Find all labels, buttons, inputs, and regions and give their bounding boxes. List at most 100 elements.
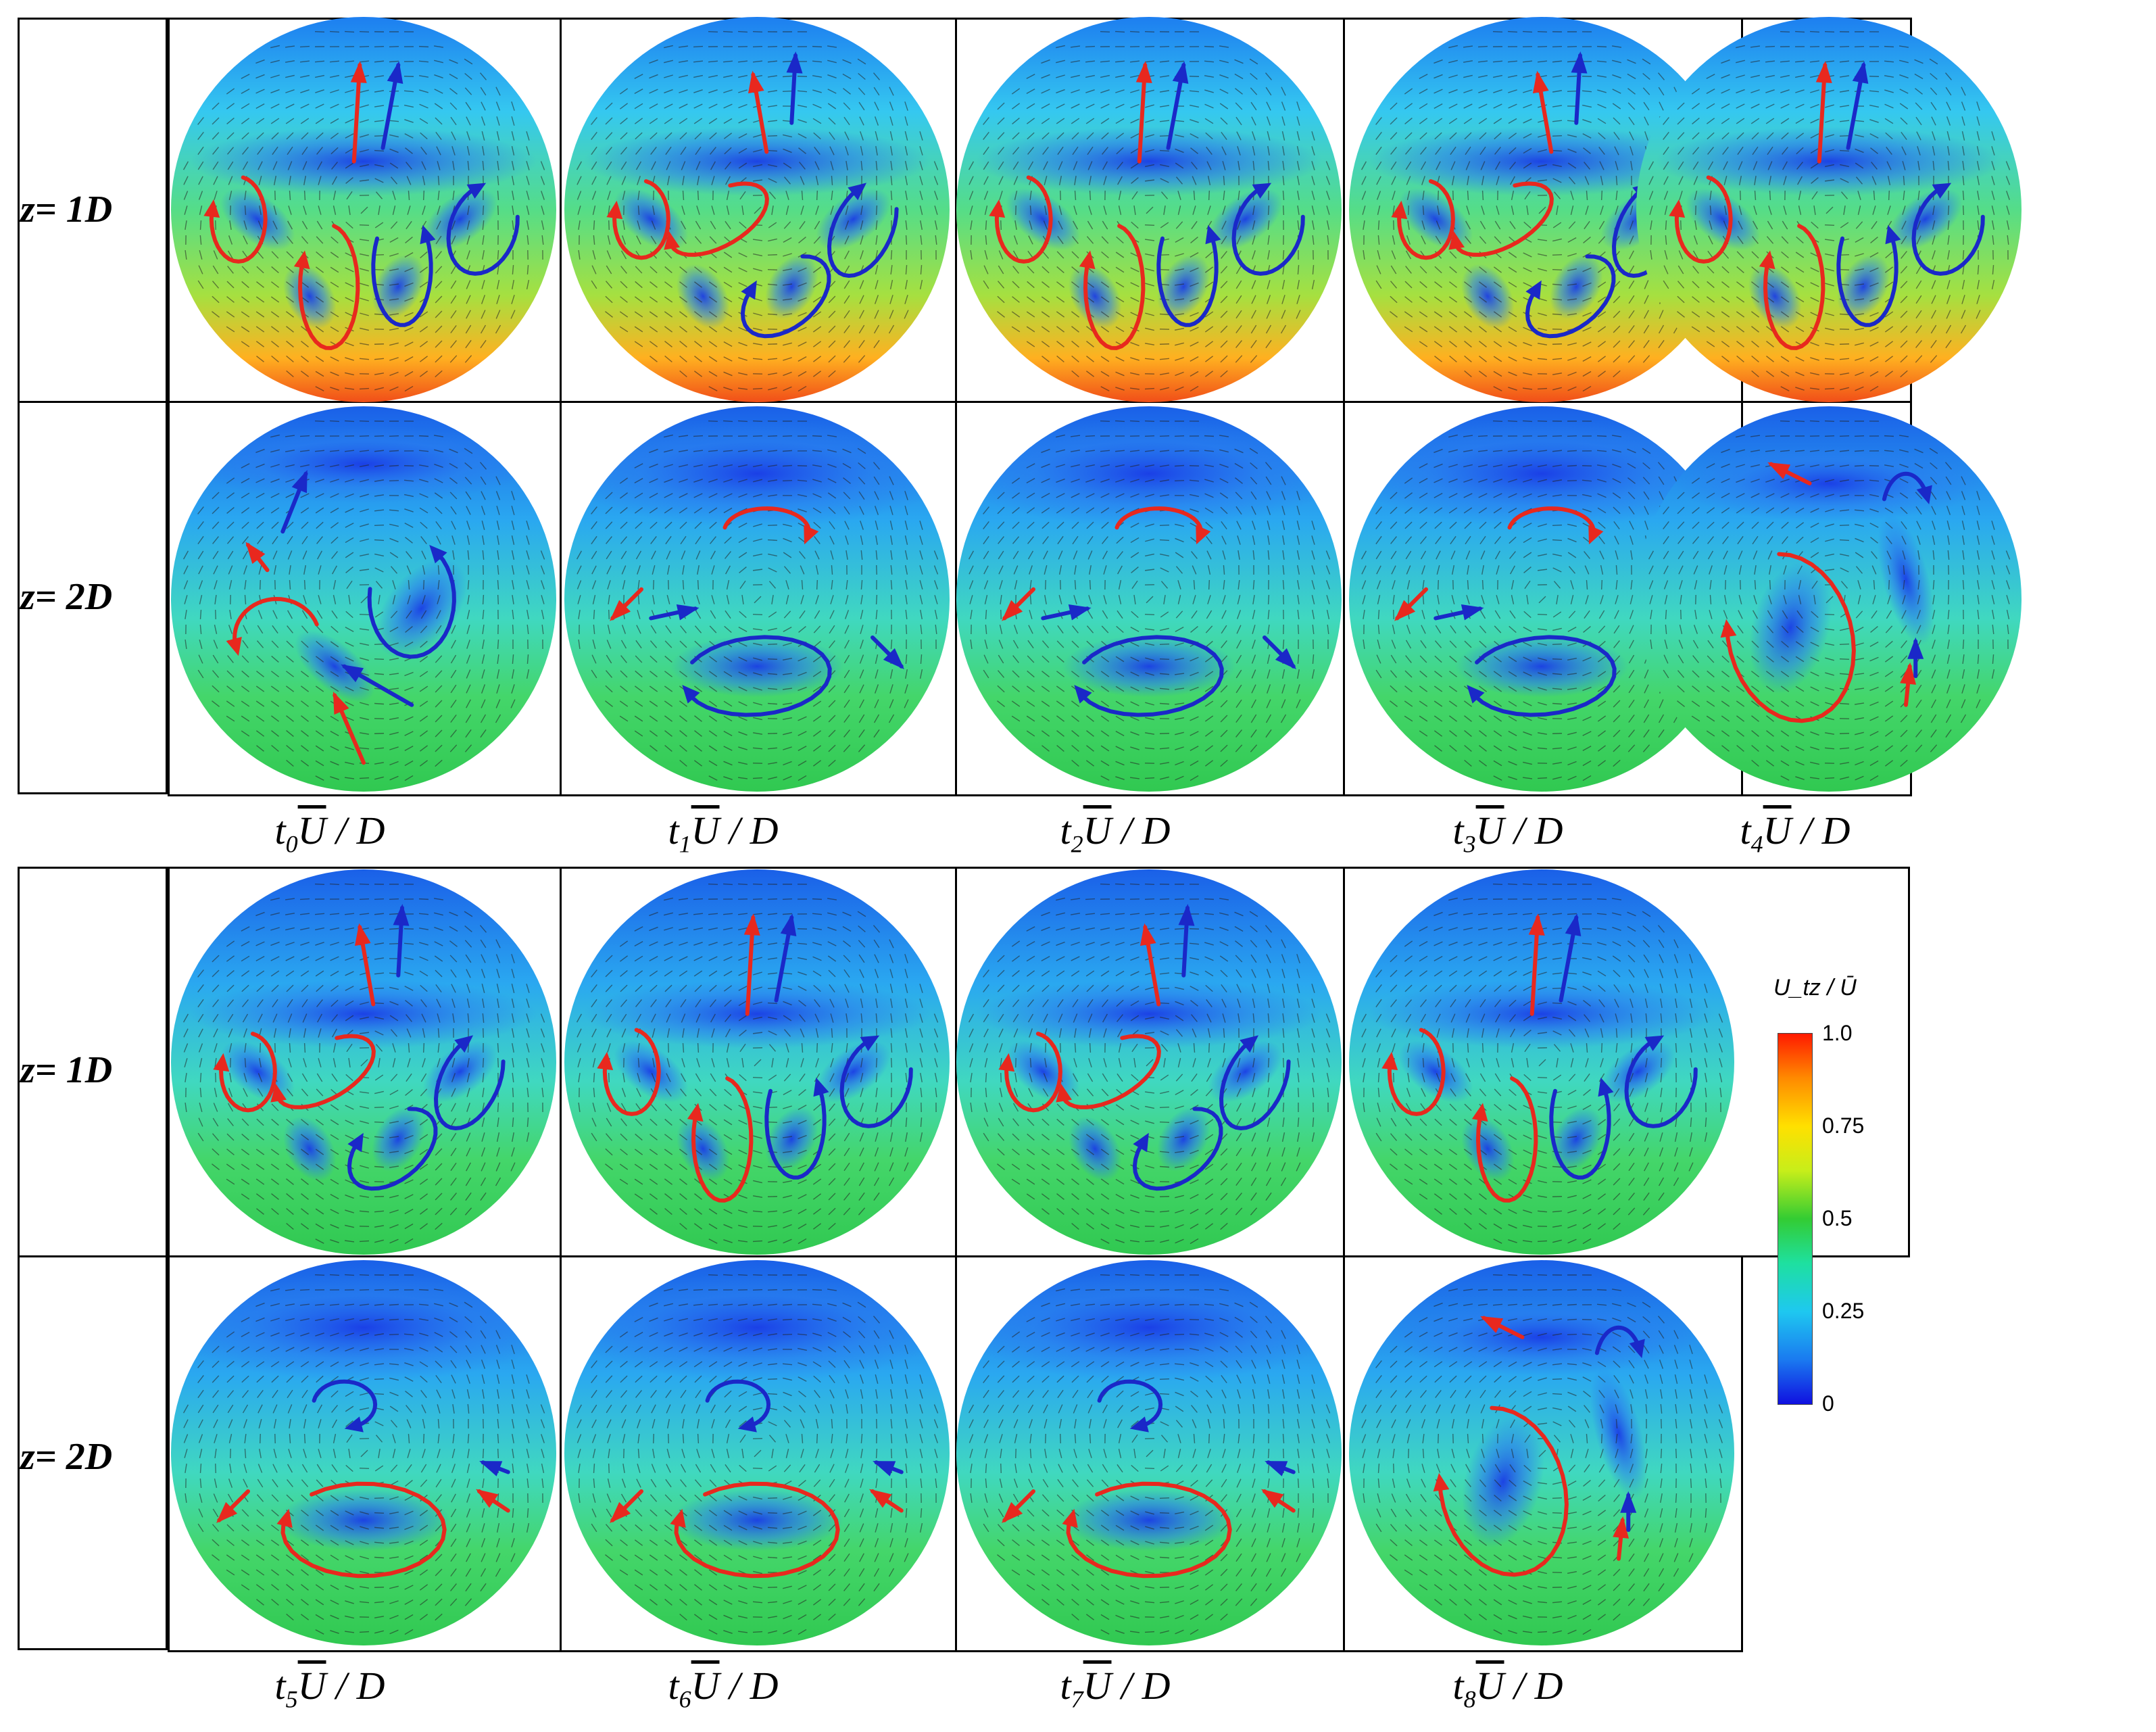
vortex-arrow-z1-0-5-head bbox=[466, 183, 487, 199]
disk-z1-1 bbox=[564, 17, 950, 402]
vortex-arrow-z1-2-4 bbox=[1156, 228, 1219, 327]
disk-z1b-1 bbox=[564, 869, 950, 1255]
vortex-arrow-z1b-0-4 bbox=[347, 1107, 438, 1191]
vortex-arrow-z2-1-0-head bbox=[682, 685, 700, 704]
vortex-arrow-z2b-1-0-head bbox=[670, 1508, 686, 1528]
vortex-arrow-z1-0-3-head bbox=[293, 250, 310, 270]
vortex-arrow-z2b-2-1 bbox=[1097, 1379, 1163, 1430]
vortex-arrow-z2b-3-2-head bbox=[1629, 1339, 1645, 1358]
vortex-arrow-z1b-0-5 bbox=[433, 1036, 506, 1131]
colorbar-tick-4: 0 bbox=[1822, 1391, 1834, 1416]
vortex-arrow-z2-0-3-head bbox=[226, 637, 242, 656]
flow-arrow-z2-2-4-head bbox=[1275, 648, 1296, 669]
row-label-z2-bottom: z= 2D bbox=[20, 1436, 113, 1478]
time-label-2: t2U / D bbox=[1060, 809, 1171, 858]
vortex-arrow-z1b-2-5-head bbox=[1240, 1035, 1259, 1053]
time-subscript: 8 bbox=[1463, 1685, 1476, 1713]
time-label-4: t4U / D bbox=[1740, 809, 1851, 858]
vortex-arrow-z2b-1-1 bbox=[705, 1379, 771, 1430]
vortex-arrow-z1b-1-2-head bbox=[597, 1051, 614, 1071]
vortex-arrow-z1-4-2-head bbox=[1669, 199, 1686, 218]
vortex-arrow-z1-3-3-head bbox=[1448, 231, 1465, 250]
vortex-arrow-z2b-2-0 bbox=[1066, 1481, 1232, 1579]
vortex-arrow-z1-1-4 bbox=[740, 254, 831, 339]
vortex-arrow-z1b-0-2-head bbox=[213, 1053, 230, 1072]
time-subscript: 1 bbox=[679, 830, 691, 858]
flow-arrow-z2b-0-4-head bbox=[479, 1461, 503, 1476]
row-label-z2-top: z= 2D bbox=[20, 576, 113, 618]
vortex-arrow-z2-3-0 bbox=[1468, 635, 1617, 717]
flow-arrow-z2-0-0-head bbox=[291, 470, 308, 494]
flow-arrow-z2-1-2-head bbox=[676, 604, 700, 621]
flow-arrow-z2-0-5-head bbox=[341, 664, 364, 683]
flow-arrow-z1b-1-1-head bbox=[780, 913, 797, 937]
flow-arrow-z2-3-2-head bbox=[1461, 604, 1484, 621]
vortex-arrow-z2-4-0 bbox=[1725, 552, 1856, 723]
vortex-arrow-z1-1-3-head bbox=[664, 231, 680, 250]
flow-arrow-z2-2-1-head bbox=[1002, 600, 1023, 621]
vortex-arrow-z1-4-3 bbox=[1763, 224, 1826, 350]
vortex-arrow-z1b-3-5 bbox=[1624, 1036, 1698, 1128]
vortex-arrow-z2b-0-1-head bbox=[344, 1416, 364, 1433]
vortex-arrow-z1b-3-2-head bbox=[1381, 1051, 1398, 1071]
vortex-arrow-z1b-0-2 bbox=[219, 1032, 277, 1113]
vortex-arrow-z1-3-2-head bbox=[1391, 200, 1408, 220]
vortex-arrow-z1b-2-5 bbox=[1219, 1036, 1291, 1131]
vortex-arrow-z1b-1-2 bbox=[602, 1028, 661, 1116]
vortex-arrow-z1-0-4 bbox=[371, 228, 433, 327]
time-subscript: 7 bbox=[1071, 1685, 1083, 1713]
disk-z2-2 bbox=[956, 406, 1342, 792]
vortex-arrow-z2-2-0 bbox=[1075, 635, 1224, 717]
vortex-arrow-z1b-0-4-head bbox=[347, 1132, 364, 1153]
vortex-arrow-z1b-2-4 bbox=[1132, 1107, 1223, 1191]
flow-arrow-z2b-0-2-head bbox=[216, 1501, 238, 1523]
flow-arrow-z1-4-1-head bbox=[1852, 61, 1869, 85]
flow-arrow-z1-0-1-head bbox=[387, 61, 403, 85]
flow-arrow-z2-1-4-head bbox=[883, 648, 904, 669]
vortex-arrow-z1b-3-4 bbox=[1549, 1080, 1611, 1180]
vortex-arrow-z2-2-3 bbox=[1114, 506, 1203, 542]
flow-arrow-z2b-0-3-head bbox=[476, 1489, 499, 1508]
flow-arrow-z2b-3-1-head bbox=[1480, 1316, 1504, 1333]
vortex-arrow-z1-3-3 bbox=[1452, 181, 1554, 257]
vortex-arrow-z2b-0-0-head bbox=[276, 1508, 293, 1528]
flow-arrow-z2-4-3-head bbox=[1900, 662, 1917, 685]
vortex-arrow-z1-0-4-head bbox=[420, 224, 436, 245]
disk-z2b-1 bbox=[564, 1260, 950, 1645]
flow-arrow-z1b-0-0-head bbox=[354, 923, 371, 946]
time-label-0: t0U / D bbox=[274, 809, 385, 858]
vortex-arrow-z1-3-4-head bbox=[1525, 280, 1542, 300]
disk-z1-2 bbox=[956, 17, 1342, 402]
vortex-arrow-z2-4-0-head bbox=[1720, 619, 1737, 638]
vortex-arrow-z1-2-2-head bbox=[989, 199, 1006, 218]
time-subscript: 3 bbox=[1463, 830, 1476, 858]
vortex-arrow-z2-0-3 bbox=[232, 596, 319, 653]
disk-z2-4 bbox=[1636, 406, 2022, 792]
colorbar-tick-3: 0.25 bbox=[1822, 1299, 1865, 1323]
vortex-arrow-z2-1-3-head bbox=[804, 525, 819, 545]
vortex-arrow-z1-0-5 bbox=[446, 183, 520, 276]
vortex-arrow-z2b-1-0 bbox=[674, 1481, 840, 1579]
vortex-arrow-z2-2-3-head bbox=[1196, 525, 1211, 545]
flow-arrow-z2b-3-4-head bbox=[1620, 1491, 1637, 1513]
vortex-arrow-z1-0-2-head bbox=[203, 199, 220, 218]
vortex-arrow-z1-4-2 bbox=[1674, 175, 1733, 264]
time-subscript: 4 bbox=[1750, 830, 1763, 858]
vortex-arrow-z2b-0-0 bbox=[280, 1481, 447, 1579]
vortex-arrow-z1-3-4 bbox=[1525, 254, 1616, 339]
vortex-arrow-z2b-3-2 bbox=[1594, 1325, 1643, 1355]
vortex-arrow-z1b-2-3-head bbox=[1056, 1084, 1072, 1103]
flow-arrow-z2-1-1-head bbox=[610, 600, 631, 621]
vortex-arrow-z1-1-3 bbox=[668, 181, 769, 257]
flow-arrow-z1-2-1-head bbox=[1172, 61, 1189, 85]
vortex-arrow-z1-2-3 bbox=[1083, 224, 1146, 350]
colorbar-tick-1: 0.75 bbox=[1822, 1113, 1865, 1138]
time-subscript: 2 bbox=[1071, 830, 1083, 858]
vortex-arrow-z1-2-4-head bbox=[1205, 224, 1221, 245]
flow-arrow-z1-3-0-head bbox=[1532, 70, 1549, 94]
vortex-arrow-z1-4-5-head bbox=[1932, 183, 1952, 199]
disk-z2b-0 bbox=[171, 1260, 556, 1645]
vortex-arrow-z1b-0-3 bbox=[274, 1034, 376, 1109]
vortex-arrow-z2-4-2-head bbox=[1916, 485, 1932, 504]
flow-arrow-z2b-1-2-head bbox=[610, 1501, 631, 1523]
